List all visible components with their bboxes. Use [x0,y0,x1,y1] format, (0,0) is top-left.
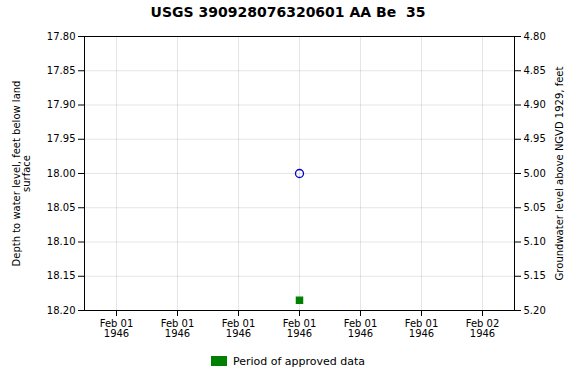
svg-text:4.90: 4.90 [524,99,546,110]
svg-text:18.05: 18.05 [47,202,76,213]
svg-text:17.80: 17.80 [47,31,76,42]
svg-text:5.15: 5.15 [524,270,546,281]
svg-text:Feb 011946: Feb 011946 [100,318,134,339]
svg-text:18.00: 18.00 [47,168,76,179]
svg-text:Feb 011946: Feb 011946 [405,318,439,339]
svg-text:5.00: 5.00 [524,168,546,179]
svg-text:Feb 011946: Feb 011946 [222,318,256,339]
svg-text:17.90: 17.90 [47,99,76,110]
svg-text:Depth to water level, feet bel: Depth to water level, feet below landsur… [11,81,32,267]
svg-text:Feb 011946: Feb 011946 [161,318,195,339]
svg-text:Feb 021946: Feb 021946 [466,318,500,339]
svg-text:4.85: 4.85 [524,65,546,76]
svg-text:17.95: 17.95 [47,133,76,144]
svg-text:Groundwater level above NGVD 1: Groundwater level above NGVD 1929, feet [554,67,565,281]
svg-text:Feb 011946: Feb 011946 [344,318,378,339]
svg-text:5.05: 5.05 [524,202,546,213]
svg-text:17.85: 17.85 [47,65,76,76]
svg-text:5.20: 5.20 [524,305,546,316]
svg-text:18.20: 18.20 [47,305,76,316]
svg-text:4.95: 4.95 [524,133,546,144]
svg-text:Feb 011946: Feb 011946 [283,318,317,339]
svg-text:18.15: 18.15 [47,270,76,281]
svg-text:18.10: 18.10 [47,236,76,247]
svg-text:4.80: 4.80 [524,31,546,42]
svg-text:5.10: 5.10 [524,236,546,247]
html-text:USGS 390928076320601 AA Be 35: USGS 390928076320601 AA Be 35 [150,4,426,20]
html-text:Period of approved data: Period of approved data [232,354,366,368]
